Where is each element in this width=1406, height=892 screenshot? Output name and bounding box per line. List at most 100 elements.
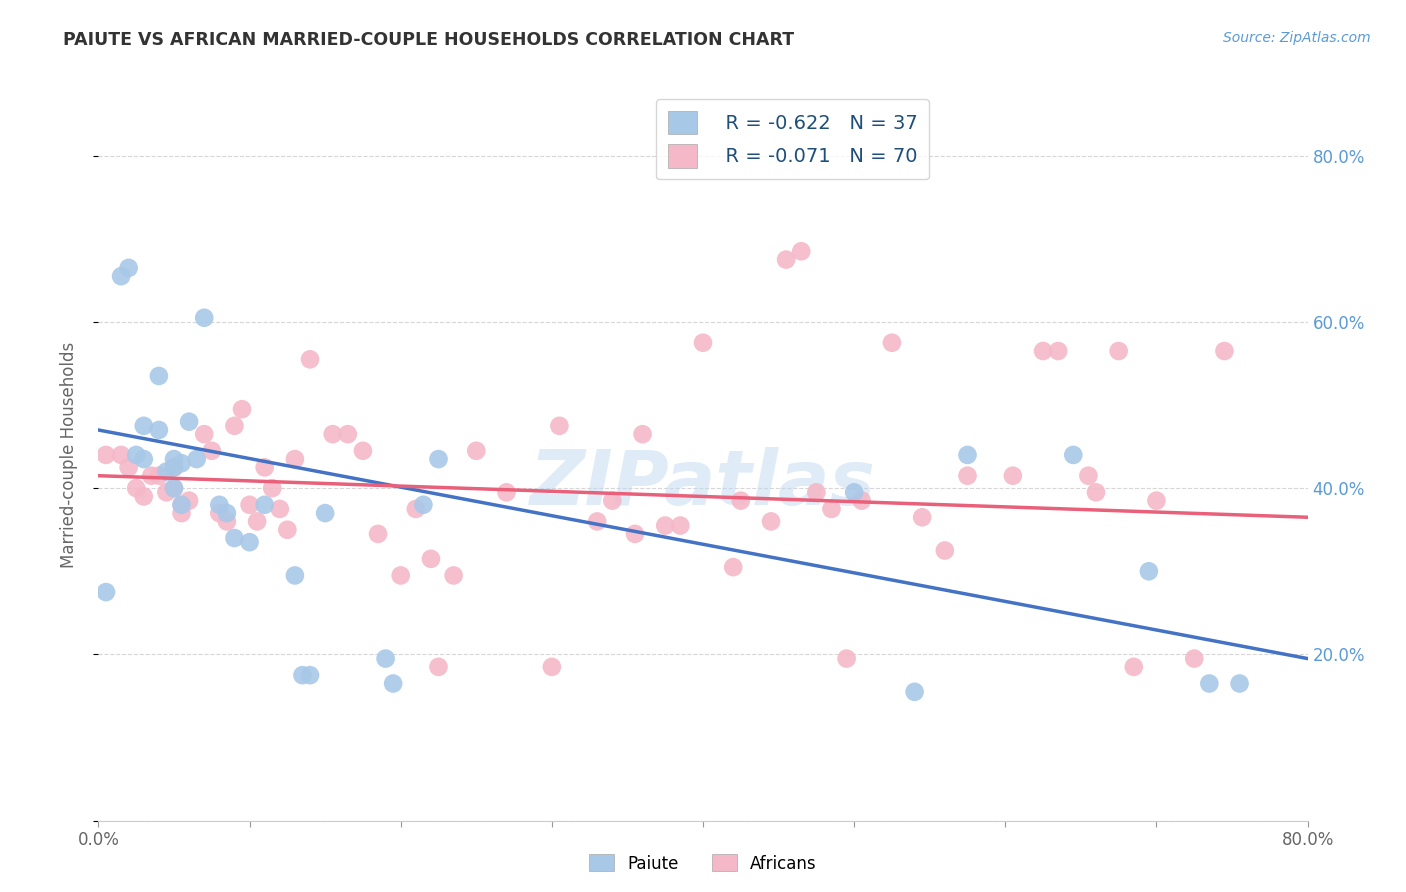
Point <box>904 685 927 699</box>
Point <box>1047 344 1070 359</box>
Point <box>1213 344 1236 359</box>
Text: Source: ZipAtlas.com: Source: ZipAtlas.com <box>1223 31 1371 45</box>
Point <box>956 468 979 483</box>
Point <box>215 506 238 520</box>
Point <box>215 515 238 529</box>
Point <box>911 510 934 524</box>
Point <box>723 560 745 574</box>
Point <box>155 485 177 500</box>
Point <box>224 531 246 545</box>
Point <box>299 352 322 367</box>
Point <box>118 260 141 275</box>
Point <box>352 443 374 458</box>
Point <box>125 448 148 462</box>
Point <box>1137 564 1160 578</box>
Point <box>284 568 307 582</box>
Point <box>934 543 956 558</box>
Point <box>1122 660 1144 674</box>
Point <box>148 423 170 437</box>
Point <box>110 448 132 462</box>
Point <box>389 568 412 582</box>
Point <box>1062 448 1084 462</box>
Legend: Paiute, Africans: Paiute, Africans <box>582 847 824 880</box>
Point <box>314 506 336 520</box>
Point <box>208 498 231 512</box>
Point <box>1182 651 1205 665</box>
Point <box>586 515 609 529</box>
Point <box>155 465 177 479</box>
Point <box>540 660 562 674</box>
Point <box>835 651 858 665</box>
Point <box>336 427 359 442</box>
Point <box>208 506 231 520</box>
Point <box>624 527 647 541</box>
Point <box>851 493 873 508</box>
Point <box>692 335 714 350</box>
Point <box>179 493 201 508</box>
Point <box>548 418 571 433</box>
Point <box>367 527 389 541</box>
Point <box>844 485 866 500</box>
Point <box>465 443 488 458</box>
Point <box>284 452 307 467</box>
Point <box>170 498 193 512</box>
Point <box>253 460 276 475</box>
Point <box>322 427 344 442</box>
Point <box>495 485 517 500</box>
Point <box>631 427 654 442</box>
Point <box>299 668 322 682</box>
Point <box>148 468 170 483</box>
Point <box>291 668 314 682</box>
Point <box>412 498 434 512</box>
Point <box>654 518 676 533</box>
Point <box>94 448 117 462</box>
Point <box>94 585 117 599</box>
Point <box>806 485 828 500</box>
Point <box>1001 468 1024 483</box>
Point <box>427 660 450 674</box>
Point <box>420 551 443 566</box>
Point <box>276 523 298 537</box>
Point <box>239 535 262 549</box>
Point <box>1077 468 1099 483</box>
Y-axis label: Married-couple Households: Married-couple Households <box>59 342 77 568</box>
Point <box>110 269 132 284</box>
Point <box>759 515 782 529</box>
Point <box>239 498 262 512</box>
Point <box>956 448 979 462</box>
Point <box>148 368 170 383</box>
Point <box>193 427 215 442</box>
Point <box>170 498 193 512</box>
Point <box>132 418 155 433</box>
Point <box>246 515 269 529</box>
Point <box>163 460 186 475</box>
Point <box>730 493 752 508</box>
Point <box>1198 676 1220 690</box>
Point <box>201 443 224 458</box>
Point <box>224 418 246 433</box>
Point <box>179 415 201 429</box>
Point <box>132 452 155 467</box>
Point <box>1144 493 1167 508</box>
Point <box>443 568 465 582</box>
Point <box>141 468 163 483</box>
Point <box>132 490 155 504</box>
Point <box>253 498 276 512</box>
Point <box>820 502 842 516</box>
Point <box>374 651 396 665</box>
Point <box>602 493 624 508</box>
Point <box>125 481 148 495</box>
Point <box>269 502 291 516</box>
Point <box>880 335 903 350</box>
Point <box>170 456 193 470</box>
Point <box>163 481 186 495</box>
Point <box>231 402 253 417</box>
Point <box>163 452 186 467</box>
Point <box>1229 676 1251 690</box>
Point <box>163 460 186 475</box>
Legend:   R = -0.622   N = 37,   R = -0.071   N = 70: R = -0.622 N = 37, R = -0.071 N = 70 <box>657 99 929 179</box>
Point <box>382 676 405 690</box>
Text: ZIPatlas: ZIPatlas <box>530 447 876 521</box>
Point <box>118 460 141 475</box>
Point <box>427 452 450 467</box>
